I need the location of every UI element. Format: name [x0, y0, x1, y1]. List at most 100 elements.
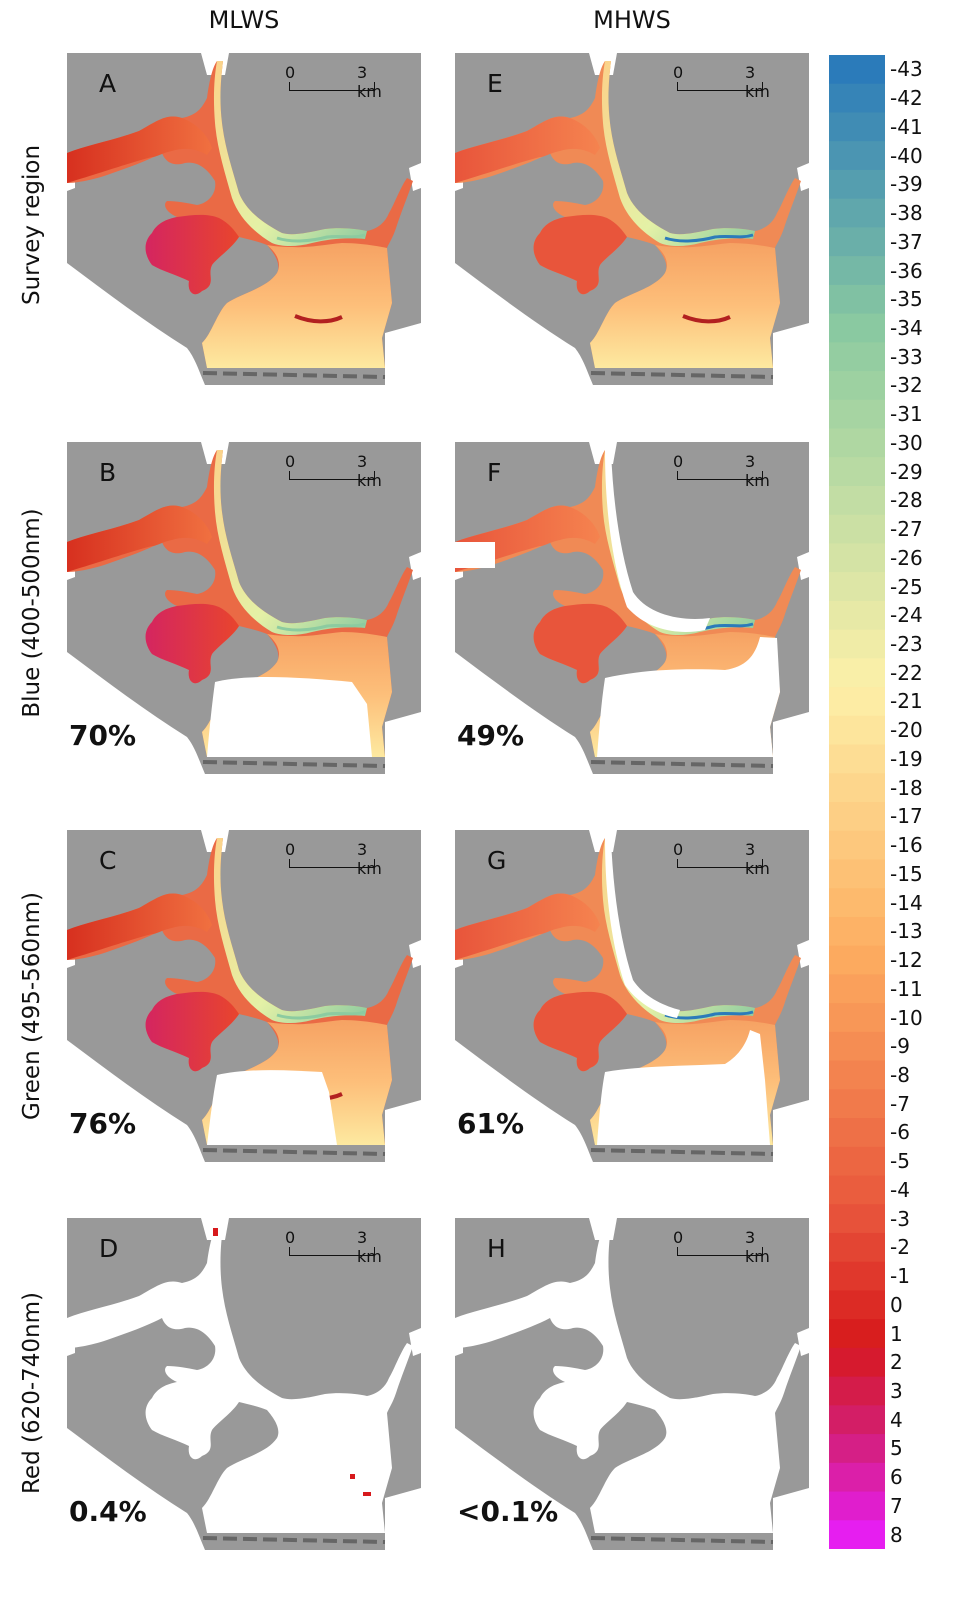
scale-tick: [289, 82, 290, 91]
legend-label: -1: [890, 1264, 910, 1289]
deep-channel: [664, 1010, 754, 1020]
bathymetry-map: [67, 53, 421, 385]
legend-swatch: [829, 112, 885, 142]
column-title-mhws: MHWS: [593, 6, 671, 34]
southwest-arm: [533, 991, 627, 1072]
legend-swatch: [829, 1031, 885, 1062]
coast-southwest: [455, 1428, 593, 1550]
scale-line: [289, 90, 375, 91]
coast-southeast: [385, 712, 421, 774]
panel-letter: A: [99, 69, 117, 98]
red-coverage-patch: [350, 1474, 355, 1479]
scale-zero-label: 0: [673, 452, 684, 471]
southwest-arm: [145, 214, 239, 295]
sandbar: [682, 314, 731, 324]
legend-label: -15: [890, 861, 923, 886]
scale-bar: 0 3 km: [673, 452, 773, 492]
no-coverage-channel: [605, 450, 710, 632]
legend-swatch: [829, 428, 885, 458]
legend-label: -19: [890, 746, 923, 771]
legend-label: -23: [890, 632, 923, 656]
legend-label: -11: [890, 976, 923, 1001]
legend-swatch: [829, 859, 885, 889]
legend-label: -10: [890, 1005, 923, 1030]
coast-southwest: [67, 263, 205, 385]
transect-line: [202, 1536, 386, 1544]
legend-label: -5: [890, 1149, 910, 1174]
scale-line: [677, 1255, 763, 1256]
legend-label: -14: [890, 890, 923, 915]
coast-southeast: [773, 712, 809, 774]
legend-swatch: [829, 1462, 885, 1493]
transect-line: [202, 1148, 386, 1156]
legend-label: -31: [890, 402, 923, 427]
water-uncovered: [67, 1226, 413, 1533]
scale-bar: 0 3 km: [673, 1228, 773, 1268]
coast-southwest: [455, 652, 593, 774]
red-coverage-patch: [213, 1228, 218, 1236]
legend-label: -25: [890, 574, 923, 599]
coast-east: [797, 940, 809, 968]
legend-label: -42: [890, 86, 923, 111]
legend-swatch: [829, 1232, 885, 1263]
estuary-basin: [590, 243, 780, 368]
map-panel-b: B 0 3 km 70%: [67, 442, 421, 774]
scale-zero-label: 0: [285, 63, 296, 82]
scale-line: [677, 90, 763, 91]
deep-channel: [276, 233, 366, 243]
coast-southeast: [773, 323, 809, 385]
legend-swatch: [829, 1003, 885, 1033]
scale-tick: [289, 859, 290, 868]
scale-end-label: 3 km: [357, 452, 382, 490]
coast-southeast: [773, 1488, 809, 1550]
legend-swatch: [829, 342, 885, 372]
legend-swatch: [829, 744, 885, 774]
coast-east: [797, 552, 809, 580]
legend-swatch: [829, 198, 885, 228]
deep-channel: [276, 1010, 366, 1020]
sandbar: [294, 314, 343, 324]
scale-end-label: 3 km: [357, 63, 382, 101]
legend-swatch: [829, 543, 885, 573]
legend-label: -34: [890, 315, 923, 340]
coverage-percent: <0.1%: [457, 1495, 559, 1528]
legend-label: -40: [890, 143, 923, 168]
legend-swatch: [829, 945, 885, 975]
coast-east: [409, 552, 421, 580]
legend-label: 0: [890, 1292, 903, 1317]
transect-line: [202, 760, 386, 768]
scale-tick: [374, 471, 375, 480]
bathymetry-map: [455, 830, 809, 1162]
legend-swatch: [829, 773, 885, 803]
legend-swatch: [829, 687, 885, 717]
scale-tick: [374, 82, 375, 91]
legend-label: -26: [890, 545, 923, 570]
panel-letter: G: [487, 846, 507, 875]
coverage-percent: 49%: [457, 719, 525, 752]
legend-swatch: [829, 1376, 885, 1406]
legend-label: -28: [890, 488, 923, 513]
scale-line: [289, 479, 375, 480]
bathymetry-map: [455, 442, 809, 774]
scale-tick: [677, 471, 678, 480]
coast-east: [409, 1328, 421, 1356]
bathymetry-map: [67, 442, 421, 774]
legend-colorbar: [829, 55, 885, 1549]
scale-line: [677, 867, 763, 868]
legend-label: 4: [890, 1407, 903, 1432]
southwest-arm: [533, 214, 627, 295]
legend-swatch: [829, 830, 885, 861]
bathymetry-map: [67, 830, 421, 1162]
deep-channel: [276, 622, 366, 632]
no-coverage-area: [207, 1070, 337, 1145]
coverage-percent: 0.4%: [69, 1495, 147, 1528]
legend-label: -24: [890, 603, 923, 628]
legend-swatch: [829, 485, 885, 516]
legend-swatch: [829, 1060, 885, 1090]
western-arm: [67, 116, 212, 183]
scale-tick: [289, 1247, 290, 1256]
southwest-arm: [145, 991, 239, 1072]
legend-swatch: [829, 1520, 885, 1549]
legend-label: -29: [890, 459, 923, 484]
legend-swatch: [829, 1347, 885, 1378]
